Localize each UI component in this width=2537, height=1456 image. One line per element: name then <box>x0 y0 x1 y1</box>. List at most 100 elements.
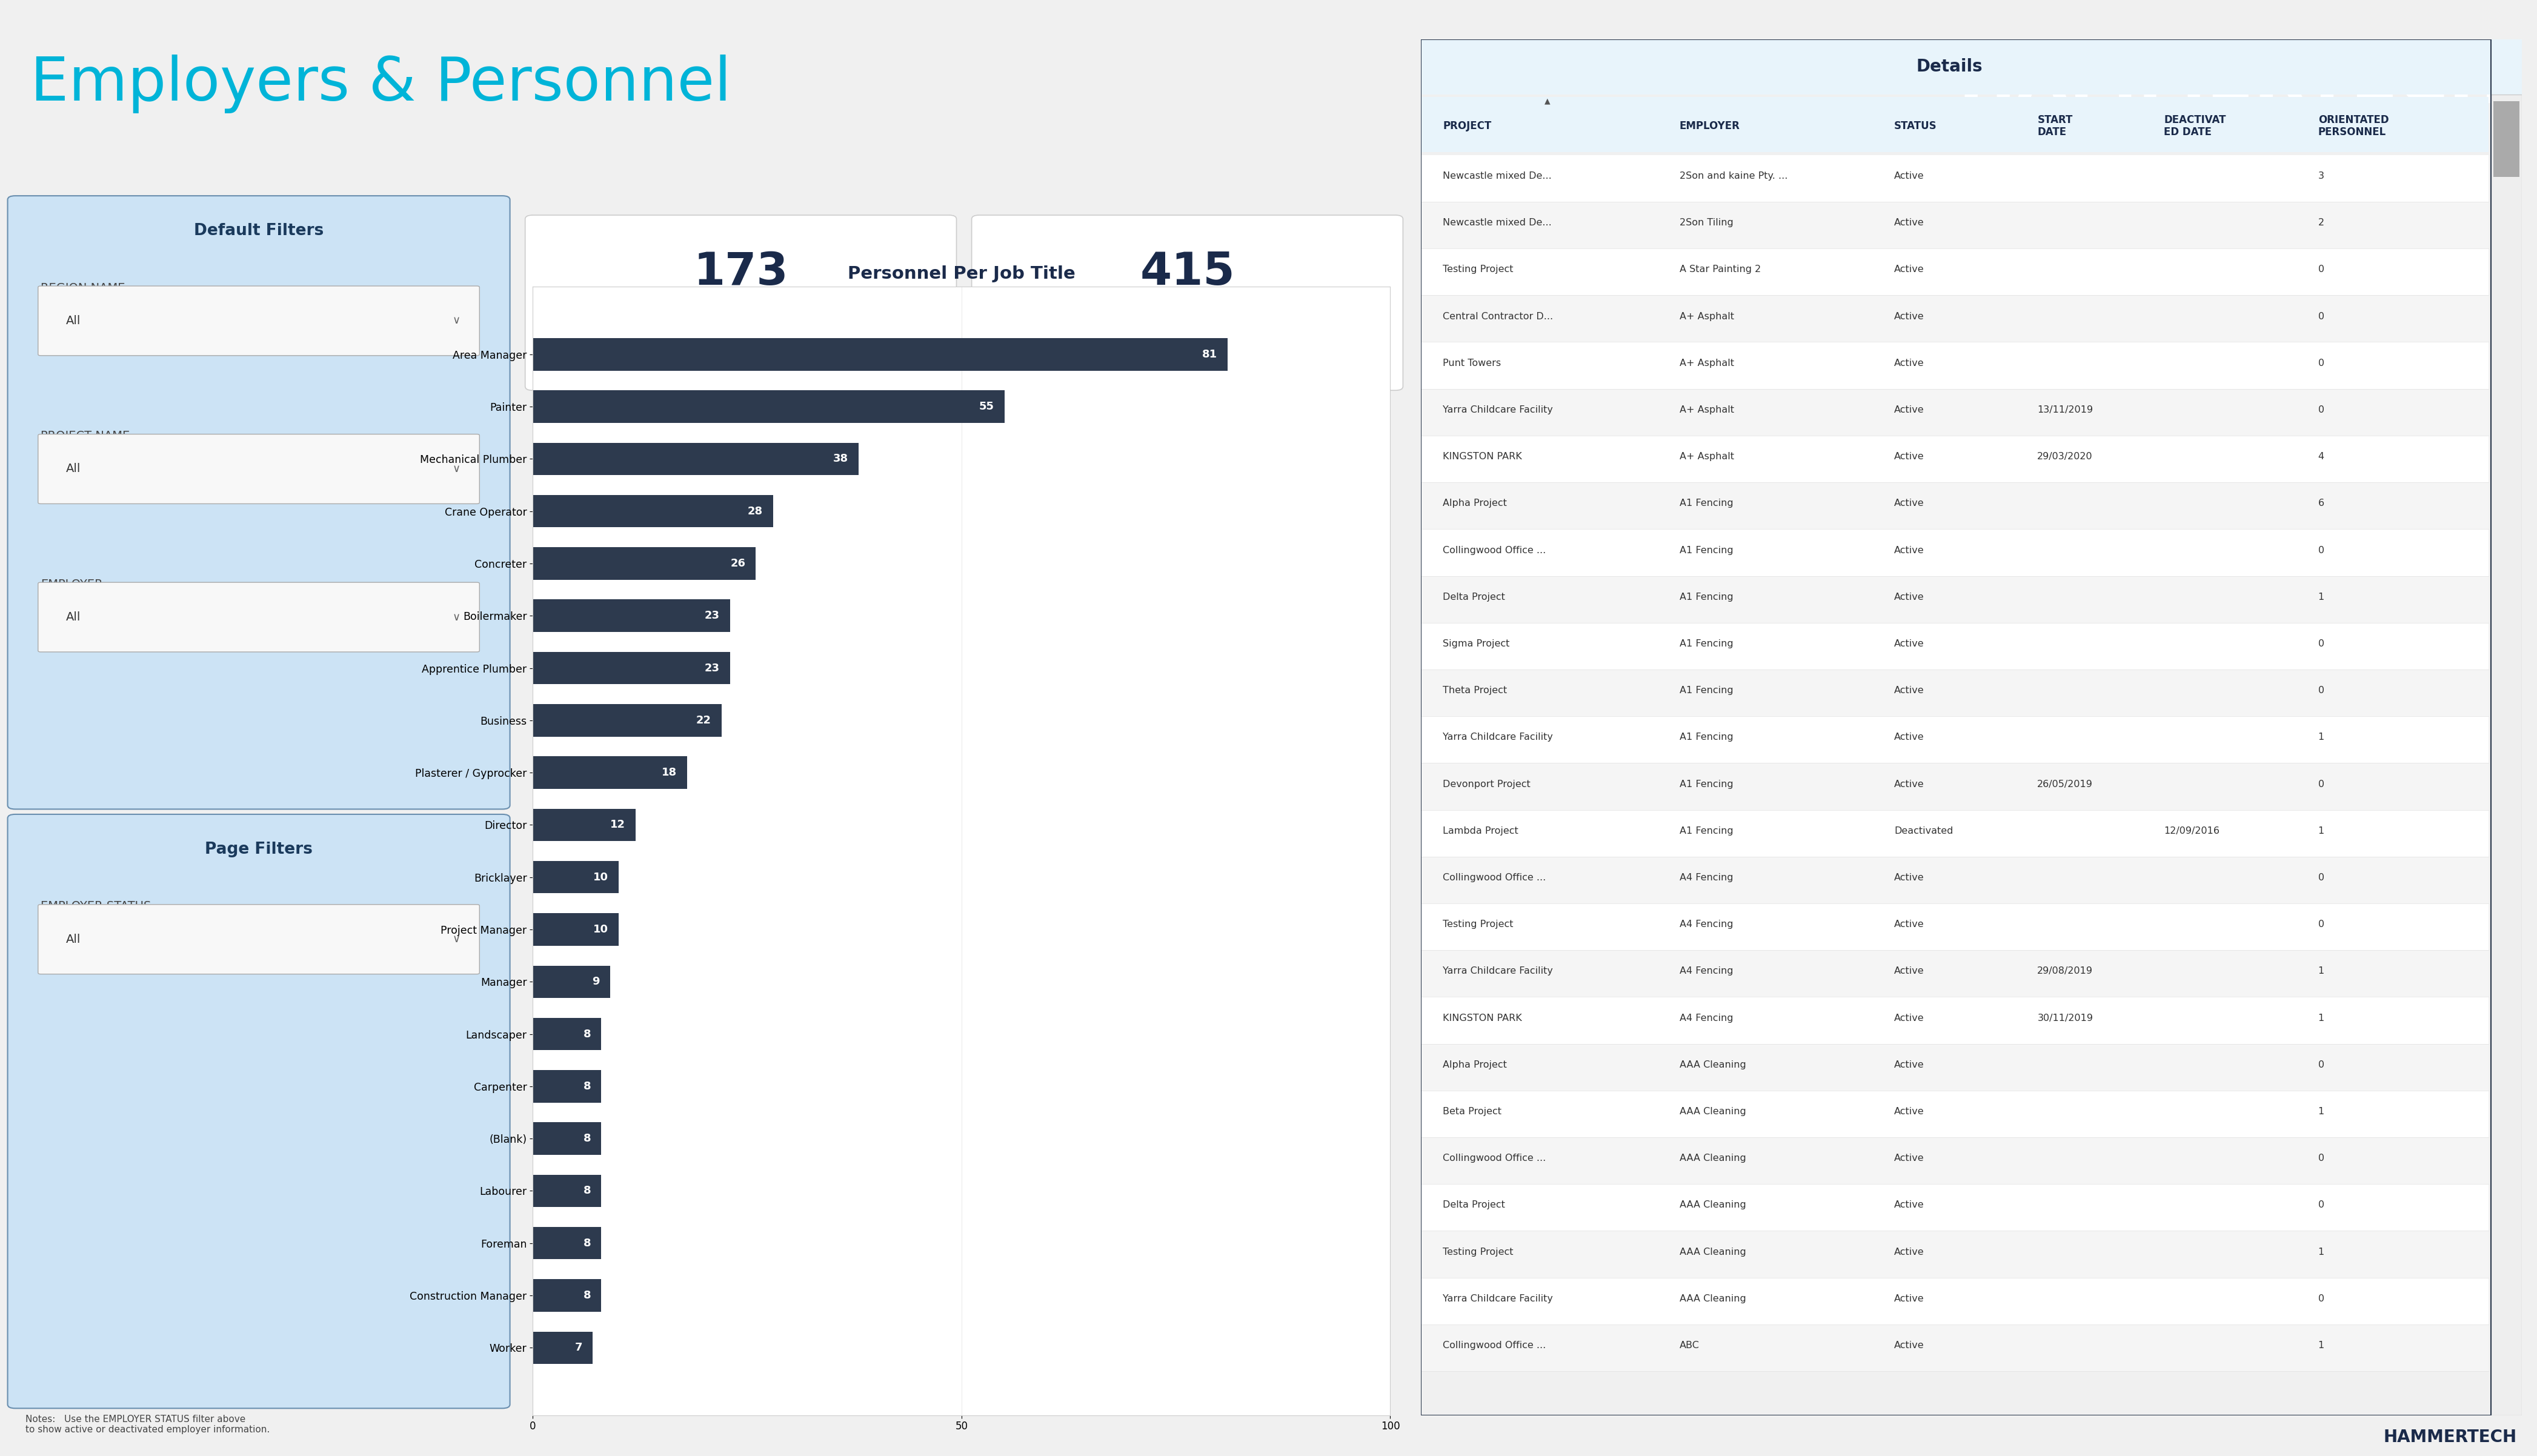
Bar <box>1421 670 2489 716</box>
Text: A1 Fencing: A1 Fencing <box>1679 827 1733 836</box>
Bar <box>1421 623 2489 670</box>
Bar <box>1421 154 2489 202</box>
Bar <box>2491 95 2522 1415</box>
FancyBboxPatch shape <box>525 215 956 390</box>
Text: PROJECT: PROJECT <box>1444 121 1492 131</box>
Text: Yarra Childcare Facility: Yarra Childcare Facility <box>1444 967 1553 976</box>
Bar <box>533 495 774 527</box>
Bar <box>1421 997 2489 1044</box>
Text: A1 Fencing: A1 Fencing <box>1679 686 1733 695</box>
Text: A+ Asphalt: A+ Asphalt <box>1679 451 1733 462</box>
Text: Active: Active <box>1895 499 1923 508</box>
Text: 0: 0 <box>2319 265 2324 274</box>
Text: 8: 8 <box>584 1133 591 1144</box>
Text: 13/11/2019: 13/11/2019 <box>2037 405 2093 415</box>
Text: 2: 2 <box>2319 218 2324 227</box>
Text: Alpha Project: Alpha Project <box>1444 1060 1507 1069</box>
Text: Details: Details <box>1915 58 1981 76</box>
Bar <box>1421 1137 2489 1184</box>
Text: AAA Cleaning: AAA Cleaning <box>1679 1248 1745 1257</box>
Bar <box>1421 296 2489 342</box>
Text: Delta Project: Delta Project <box>1444 593 1504 601</box>
Text: Active: Active <box>1895 1201 1923 1210</box>
Text: 81: 81 <box>1203 349 1218 360</box>
Text: 0: 0 <box>2319 405 2324 415</box>
Text: Active: Active <box>1895 405 1923 415</box>
Text: Active: Active <box>1895 1060 1923 1069</box>
Text: Yarra Childcare Facility: Yarra Childcare Facility <box>1444 732 1553 743</box>
Text: Central Contractor D...: Central Contractor D... <box>1444 312 1553 320</box>
Text: 1: 1 <box>2319 732 2324 743</box>
Text: AAA Cleaning: AAA Cleaning <box>1679 1060 1745 1069</box>
Text: 28: 28 <box>748 505 764 517</box>
Bar <box>1421 202 2489 249</box>
Bar <box>533 913 619 945</box>
Text: 8: 8 <box>584 1185 591 1197</box>
Text: 29/08/2019: 29/08/2019 <box>2037 967 2093 976</box>
Text: 12/09/2016: 12/09/2016 <box>2164 827 2220 836</box>
Text: Collingwood Office ...: Collingwood Office ... <box>1444 874 1545 882</box>
Text: A1 Fencing: A1 Fencing <box>1679 779 1733 789</box>
Text: Theta Project: Theta Project <box>1444 686 1507 695</box>
Text: 0: 0 <box>2319 358 2324 367</box>
Text: Active: Active <box>1895 593 1923 601</box>
Text: Employers & Personnel: Employers & Personnel <box>30 54 731 114</box>
Text: REGION NAME: REGION NAME <box>41 282 124 294</box>
Text: EMPLOYER: EMPLOYER <box>41 578 104 590</box>
Bar <box>533 600 731 632</box>
Bar <box>1421 249 2489 296</box>
Text: Active: Active <box>1895 265 1923 274</box>
Bar <box>1421 435 2489 482</box>
Text: All: All <box>66 933 81 945</box>
Text: Active: Active <box>1895 967 1923 976</box>
Text: 0: 0 <box>2319 920 2324 929</box>
Text: A4 Fencing: A4 Fencing <box>1679 920 1733 929</box>
Bar <box>1421 482 2489 529</box>
Bar <box>533 757 688 789</box>
Text: Active: Active <box>1895 546 1923 555</box>
Bar <box>533 1280 601 1312</box>
Text: PROJECT NAME: PROJECT NAME <box>41 431 129 441</box>
Text: Active: Active <box>1895 920 1923 929</box>
Text: 2Son and kaine Pty. ...: 2Son and kaine Pty. ... <box>1679 172 1789 181</box>
Text: 8: 8 <box>584 1238 591 1249</box>
Text: 7: 7 <box>576 1342 584 1353</box>
Bar <box>1421 39 2522 95</box>
Text: Active: Active <box>1895 732 1923 743</box>
Text: 0: 0 <box>2319 1153 2324 1163</box>
Text: DEACTIVAT
ED DATE: DEACTIVAT ED DATE <box>2164 114 2225 138</box>
Text: 0: 0 <box>2319 312 2324 320</box>
Text: Deactivated: Deactivated <box>1895 827 1953 836</box>
Bar <box>1421 98 2489 151</box>
Bar <box>1421 577 2489 623</box>
Text: Sigma Project: Sigma Project <box>1444 639 1510 648</box>
Text: Default Filters: Default Filters <box>193 223 325 239</box>
Text: 1: 1 <box>2319 967 2324 976</box>
Text: Collingwood Office ...: Collingwood Office ... <box>1444 546 1545 555</box>
Bar <box>1421 1278 2489 1325</box>
Text: 38: 38 <box>832 453 847 464</box>
Bar <box>1421 529 2489 577</box>
Text: 0: 0 <box>2319 1060 2324 1069</box>
Text: ▲: ▲ <box>1545 98 1550 105</box>
Text: Notes:   Use the EMPLOYER STATUS filter above
to show active or deactivated empl: Notes: Use the EMPLOYER STATUS filter ab… <box>25 1415 269 1434</box>
FancyBboxPatch shape <box>38 434 479 504</box>
Text: START
DATE: START DATE <box>2037 114 2073 138</box>
Text: ORIENTATED
PERSONNEL: ORIENTATED PERSONNEL <box>2319 114 2390 138</box>
Text: A1 Fencing: A1 Fencing <box>1679 499 1733 508</box>
Text: A Star Painting 2: A Star Painting 2 <box>1679 265 1761 274</box>
Bar <box>1421 716 2489 763</box>
Text: EMPLOYER: EMPLOYER <box>1679 121 1740 131</box>
Text: Active: Active <box>1895 874 1923 882</box>
Bar <box>533 808 637 842</box>
Text: Collingwood Office ...: Collingwood Office ... <box>1444 1153 1545 1163</box>
Bar <box>533 547 756 579</box>
Bar <box>533 652 731 684</box>
Text: 12: 12 <box>611 820 627 830</box>
Text: 4: 4 <box>2319 451 2324 462</box>
Text: 1: 1 <box>2319 827 2324 836</box>
Text: 1: 1 <box>2319 1013 2324 1022</box>
Text: 1: 1 <box>2319 1107 2324 1117</box>
Text: Beta Project: Beta Project <box>1444 1107 1502 1117</box>
Text: Testing Project: Testing Project <box>1444 920 1515 929</box>
